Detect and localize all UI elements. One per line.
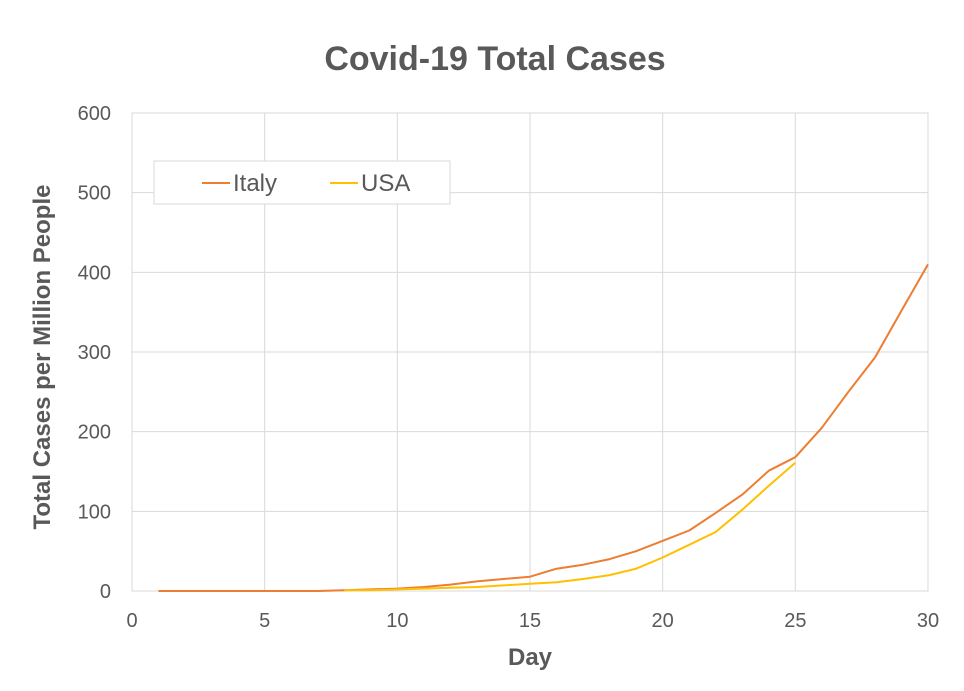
legend: Italy USA <box>153 160 451 205</box>
x-tick-label: 25 <box>784 610 806 632</box>
series-line-usa <box>344 461 796 592</box>
y-tick-label: 600 <box>78 103 111 125</box>
y-tick-label: 400 <box>78 262 111 284</box>
x-tick-label: 0 <box>126 610 137 632</box>
y-tick-label: 500 <box>78 183 111 205</box>
y-tick-label: 100 <box>78 501 111 523</box>
x-tick-label: 5 <box>259 610 270 632</box>
legend-label-italy: Italy <box>233 170 277 197</box>
y-tick-label: 200 <box>78 422 111 444</box>
series-lines <box>158 263 929 592</box>
x-tick-label: 10 <box>386 610 408 632</box>
x-tick-label: 15 <box>519 610 541 632</box>
x-tick-label: 30 <box>917 610 939 632</box>
y-tick-label: 300 <box>78 342 111 364</box>
x-tick-labels: 0 5 10 15 20 25 30 <box>126 610 939 632</box>
series-line-italy <box>158 263 929 592</box>
legend-label-usa: USA <box>361 170 410 197</box>
y-tick-labels: 0 100 200 300 400 500 600 <box>78 103 111 603</box>
y-axis-title: Total Cases per Million People <box>29 185 56 530</box>
chart-title: Covid-19 Total Cases <box>324 40 666 78</box>
x-tick-label: 20 <box>652 610 674 632</box>
y-tick-label: 0 <box>100 581 111 603</box>
x-axis-title: Day <box>508 644 553 671</box>
